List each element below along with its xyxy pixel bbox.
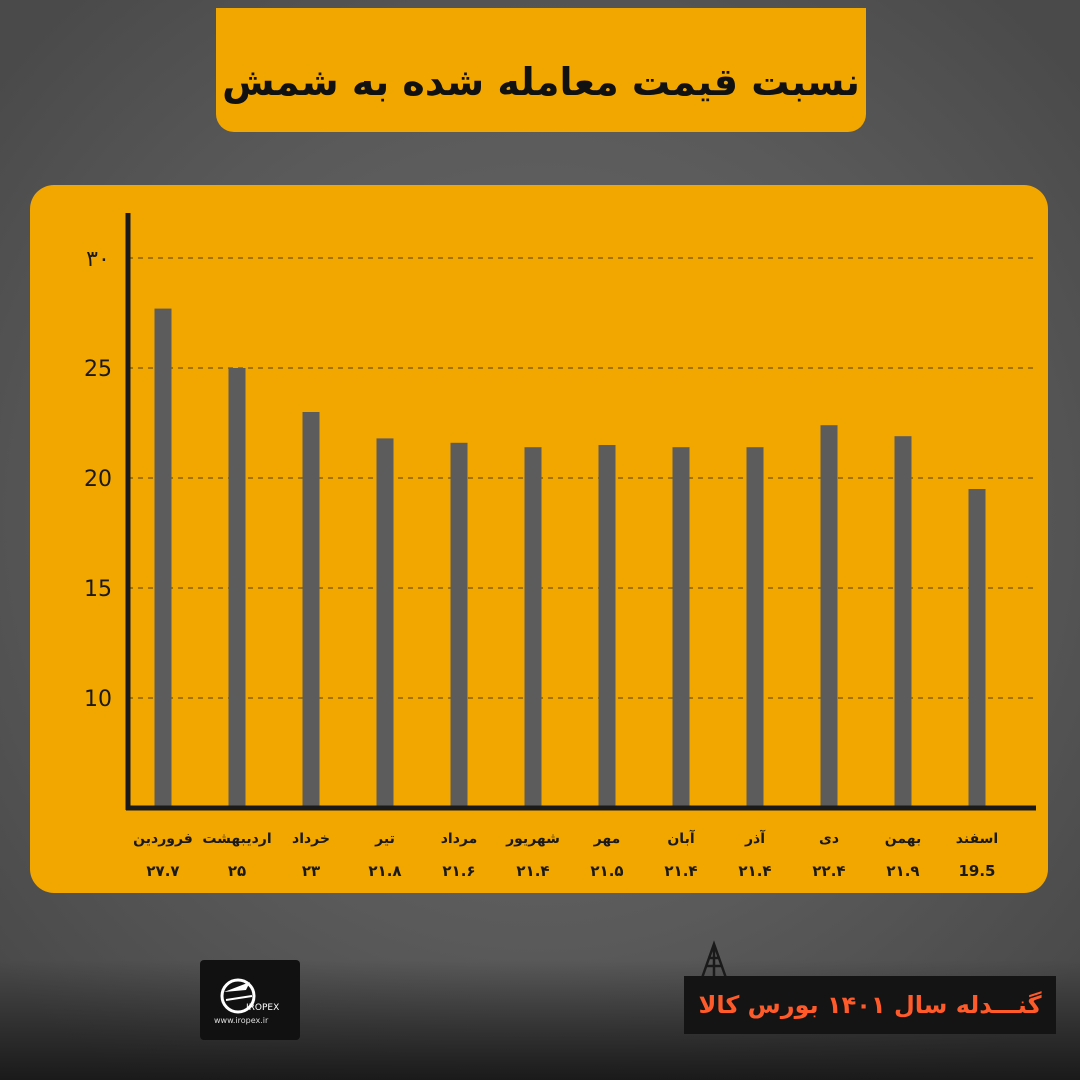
x-category-label: اردیبهشت (202, 831, 271, 847)
bar-value-label: ۲۱.۴ (516, 862, 549, 880)
chart-panel: 10 15 20 25 ۳۰ فروردین ۲۷.۷ اردیبهشت ۲۵ خرداد ۲۳ تی… (30, 185, 1048, 893)
bar (154, 308, 172, 808)
footer-ribbon: گنـــدله سال ۱۴۰۱ بورس کالا (684, 976, 1056, 1034)
x-category-label: خرداد (292, 831, 330, 847)
logo-url: www.iropex.ir (214, 1016, 269, 1025)
title-banner: نسبت قیمت معامله شده به شمش (216, 8, 866, 132)
bar (450, 442, 468, 808)
x-category-label: آذر (744, 829, 766, 847)
x-category-label: فروردین (133, 831, 193, 847)
bar (968, 489, 986, 808)
bar (228, 368, 246, 808)
x-category-label: دی (819, 831, 839, 847)
y-tick-label: 15 (84, 577, 112, 602)
y-tick-label: 25 (84, 357, 112, 382)
y-tick-label: 20 (84, 467, 112, 492)
bar (376, 438, 394, 808)
y-tick-label: ۳۰ (86, 247, 110, 272)
bar (820, 425, 838, 808)
bar (746, 447, 764, 808)
bar (524, 447, 542, 808)
bar-value-label: ۲۱.۸ (368, 862, 401, 880)
x-category-label: بهمن (885, 831, 921, 847)
bar-chart: 10 15 20 25 ۳۰ فروردین ۲۷.۷ اردیبهشت ۲۵ خرداد ۲۳ تی… (84, 213, 1036, 880)
bar (894, 436, 912, 808)
x-category-label: مهر (593, 831, 621, 847)
bar-value-label: ۲۵ (228, 862, 246, 880)
iropex-logo-icon: IROPEX (220, 978, 279, 1014)
bar-value-label: 19.5 (958, 862, 995, 880)
logo-wordmark: IROPEX (246, 1003, 279, 1013)
bar-value-label: ۲۱.۵ (590, 862, 623, 880)
bar-value-label: ۲۲.۴ (812, 862, 845, 880)
x-category-label: آبان (667, 829, 695, 847)
bar (598, 445, 616, 808)
bar-value-label: ۲۱.۹ (886, 862, 919, 880)
x-category-label: شهریور (505, 831, 560, 847)
bar-value-label: ۲۱.۶ (442, 862, 475, 880)
bar-value-label: ۲۱.۴ (738, 862, 771, 880)
footer-caption: گنـــدله سال ۱۴۰۱ بورس کالا (698, 991, 1042, 1019)
y-tick-label: 10 (84, 687, 112, 712)
bar (302, 412, 320, 808)
x-category-label: اسفند (956, 831, 998, 847)
bar-value-label: ۲۳ (302, 862, 320, 880)
bar-value-label: ۲۱.۴ (664, 862, 697, 880)
bar (672, 447, 690, 808)
bar-value-label: ۲۷.۷ (146, 862, 179, 880)
x-category-label: مرداد (441, 831, 478, 847)
chart-title: نسبت قیمت معامله شده به شمش (222, 60, 860, 104)
x-category-label: تیر (374, 831, 395, 847)
iropex-logo: IROPEX www.iropex.ir (200, 960, 300, 1040)
mine-tower-icon (700, 940, 728, 979)
